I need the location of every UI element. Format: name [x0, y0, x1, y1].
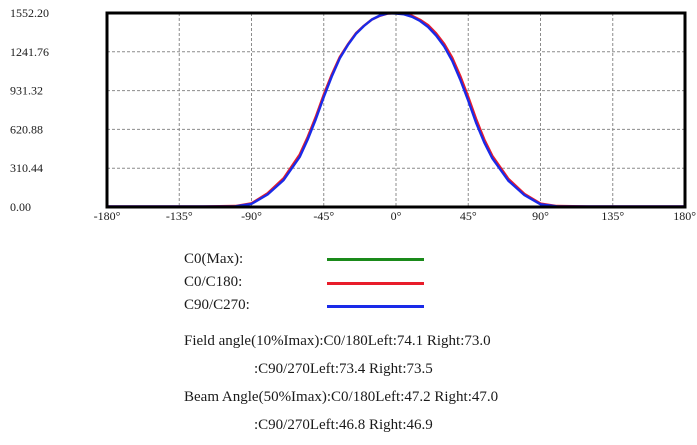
x-axis-ticks: -180° -135° -90° -45° 0° 45° 90° 135° 180° [94, 209, 697, 223]
x-tick-label: -135° [166, 209, 193, 223]
y-tick-label: 620.88 [10, 122, 43, 136]
field-angle-line-2: :C90/270Left:73.4 Right:73.5 [254, 361, 433, 377]
beam-angle-line-2: :C90/270Left:46.8 Right:46.9 [254, 417, 433, 433]
y-tick-label: 1241.76 [10, 45, 49, 59]
x-tick-label: 90° [532, 209, 549, 223]
x-tick-label: 135° [601, 209, 624, 223]
field-angle-line-1: Field angle(10%Imax):C0/180Left:74.1 Rig… [184, 333, 491, 349]
plot-frame [105, 11, 687, 209]
y-tick-label: 931.32 [10, 84, 43, 98]
x-tick-label: 0° [391, 209, 402, 223]
legend-swatch-c0-c180 [327, 282, 424, 285]
x-tick-label: 45° [460, 209, 477, 223]
chart-grid [107, 13, 685, 207]
x-tick-label: -180° [94, 209, 121, 223]
light-distribution-chart: 0.00 310.44 620.88 931.32 1241.76 1552.20 -18… [10, 6, 697, 223]
legend-swatch-c0-max [327, 258, 424, 261]
beam-angle-line-1: Beam Angle(50%Imax):C0/180Left:47.2 Righ… [184, 389, 499, 405]
y-tick-label: 1552.20 [10, 6, 49, 20]
x-tick-label: 180° [673, 209, 696, 223]
y-tick-label: 310.44 [10, 161, 43, 175]
legend-item-c0-c180: C0/C180: [184, 271, 242, 293]
legend-item-c0-max: C0(Max): [184, 248, 243, 270]
y-axis-ticks: 0.00 310.44 620.88 931.32 1241.76 1552.20 [10, 6, 49, 214]
x-tick-label: -90° [241, 209, 262, 223]
legend-label-c90-c270: C90/C270: [184, 297, 250, 313]
legend-swatch-c90-c270 [327, 305, 424, 308]
y-tick-label: 0.00 [10, 200, 31, 214]
x-tick-label: -45° [313, 209, 334, 223]
legend-label-c0-max: C0(Max): [184, 251, 244, 267]
legend-item-c90-c270: C90/C270: [184, 294, 250, 316]
legend-label-c0-c180: C0/C180: [184, 274, 243, 290]
